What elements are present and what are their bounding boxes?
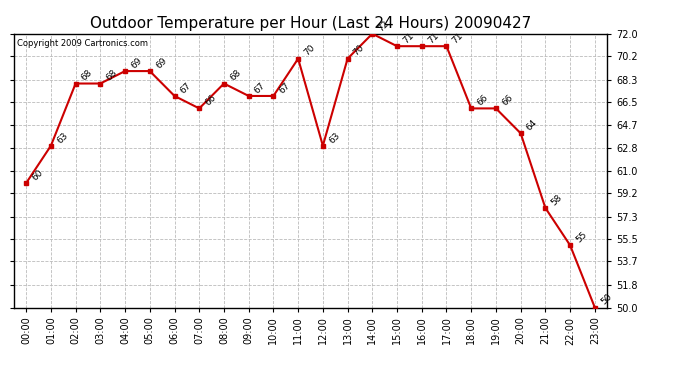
Text: 68: 68	[228, 68, 243, 83]
Text: 69: 69	[154, 56, 168, 70]
Text: 71: 71	[451, 31, 465, 45]
Text: 68: 68	[80, 68, 95, 83]
Text: 55: 55	[574, 230, 589, 244]
Text: 67: 67	[253, 81, 267, 95]
Text: 72: 72	[377, 19, 391, 33]
Text: 69: 69	[129, 56, 144, 70]
Text: 63: 63	[55, 130, 70, 145]
Text: 63: 63	[327, 130, 342, 145]
Text: 66: 66	[475, 93, 490, 108]
Text: 67: 67	[277, 81, 292, 95]
Text: 58: 58	[549, 193, 564, 207]
Text: 66: 66	[204, 93, 218, 108]
Text: 70: 70	[352, 44, 366, 58]
Text: 71: 71	[401, 31, 415, 45]
Text: 67: 67	[179, 81, 193, 95]
Text: 50: 50	[599, 292, 613, 307]
Text: 60: 60	[30, 168, 45, 182]
Text: 66: 66	[500, 93, 515, 108]
Text: 70: 70	[302, 44, 317, 58]
Text: 71: 71	[426, 31, 440, 45]
Title: Outdoor Temperature per Hour (Last 24 Hours) 20090427: Outdoor Temperature per Hour (Last 24 Ho…	[90, 16, 531, 31]
Text: Copyright 2009 Cartronics.com: Copyright 2009 Cartronics.com	[17, 39, 148, 48]
Text: 68: 68	[104, 68, 119, 83]
Text: 64: 64	[525, 118, 540, 132]
